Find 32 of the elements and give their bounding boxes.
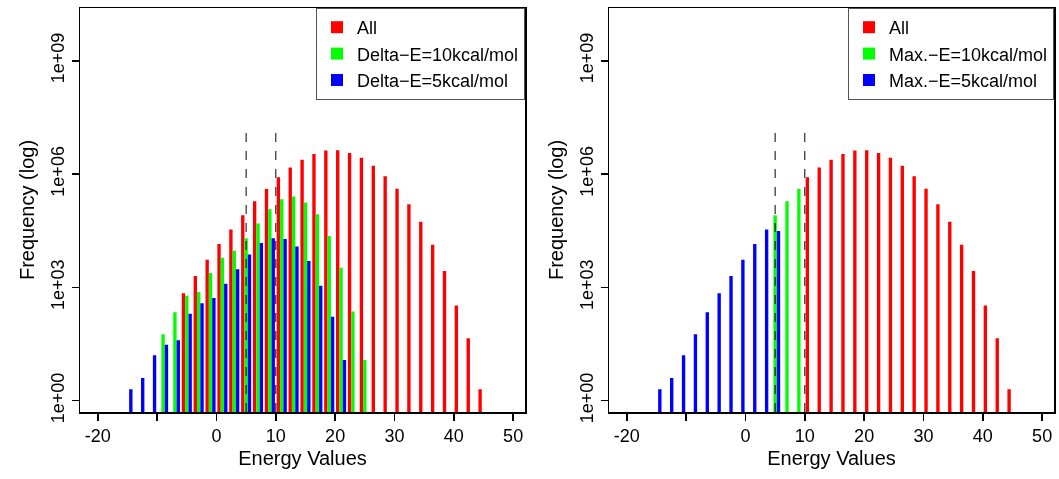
x-axis-title: Energy Values xyxy=(238,447,367,470)
x-tick-label: 30 xyxy=(913,426,934,447)
legend-label: Delta−E=5kcal/mol xyxy=(357,71,509,92)
y-tick-label: 1e+06 xyxy=(577,146,598,197)
y-tick-label: 1e+09 xyxy=(48,32,69,84)
x-axis-title: Energy Values xyxy=(767,447,896,470)
y-axis-title: Frequency (log) xyxy=(545,139,568,281)
x-tick-label: 40 xyxy=(443,426,464,447)
x-tick-label: 50 xyxy=(1032,426,1053,447)
legend-label: Max.−E=5kcal/mol xyxy=(889,71,1038,92)
legend-label: All xyxy=(889,18,910,39)
x-tick-label: 50 xyxy=(503,426,524,447)
x-tick-label: -20 xyxy=(84,426,111,447)
x-tick-label: 20 xyxy=(325,426,346,447)
x-tick-label: 10 xyxy=(794,426,815,447)
legend-label: Delta−E=10kcal/mol xyxy=(357,44,519,65)
x-tick-label: 0 xyxy=(740,426,751,447)
x-tick-label: 40 xyxy=(972,426,993,447)
y-tick-label: 1e+09 xyxy=(577,32,598,84)
x-tick-label: -20 xyxy=(613,426,640,447)
y-tick-label: 1e+03 xyxy=(577,259,598,310)
x-tick-label: 30 xyxy=(384,426,405,447)
y-tick-label: 1e+06 xyxy=(48,146,69,197)
y-tick-label: 1e+00 xyxy=(577,372,598,424)
y-axis-title: Frequency (log) xyxy=(16,139,39,281)
y-tick-label: 1e+03 xyxy=(48,259,69,310)
x-tick-label: 0 xyxy=(211,426,222,447)
x-tick-label: 10 xyxy=(265,426,286,447)
legend-label: Max.−E=10kcal/mol xyxy=(889,44,1048,65)
legend-label: All xyxy=(357,18,378,39)
y-tick-label: 1e+00 xyxy=(48,372,69,424)
x-tick-label: 20 xyxy=(854,426,875,447)
